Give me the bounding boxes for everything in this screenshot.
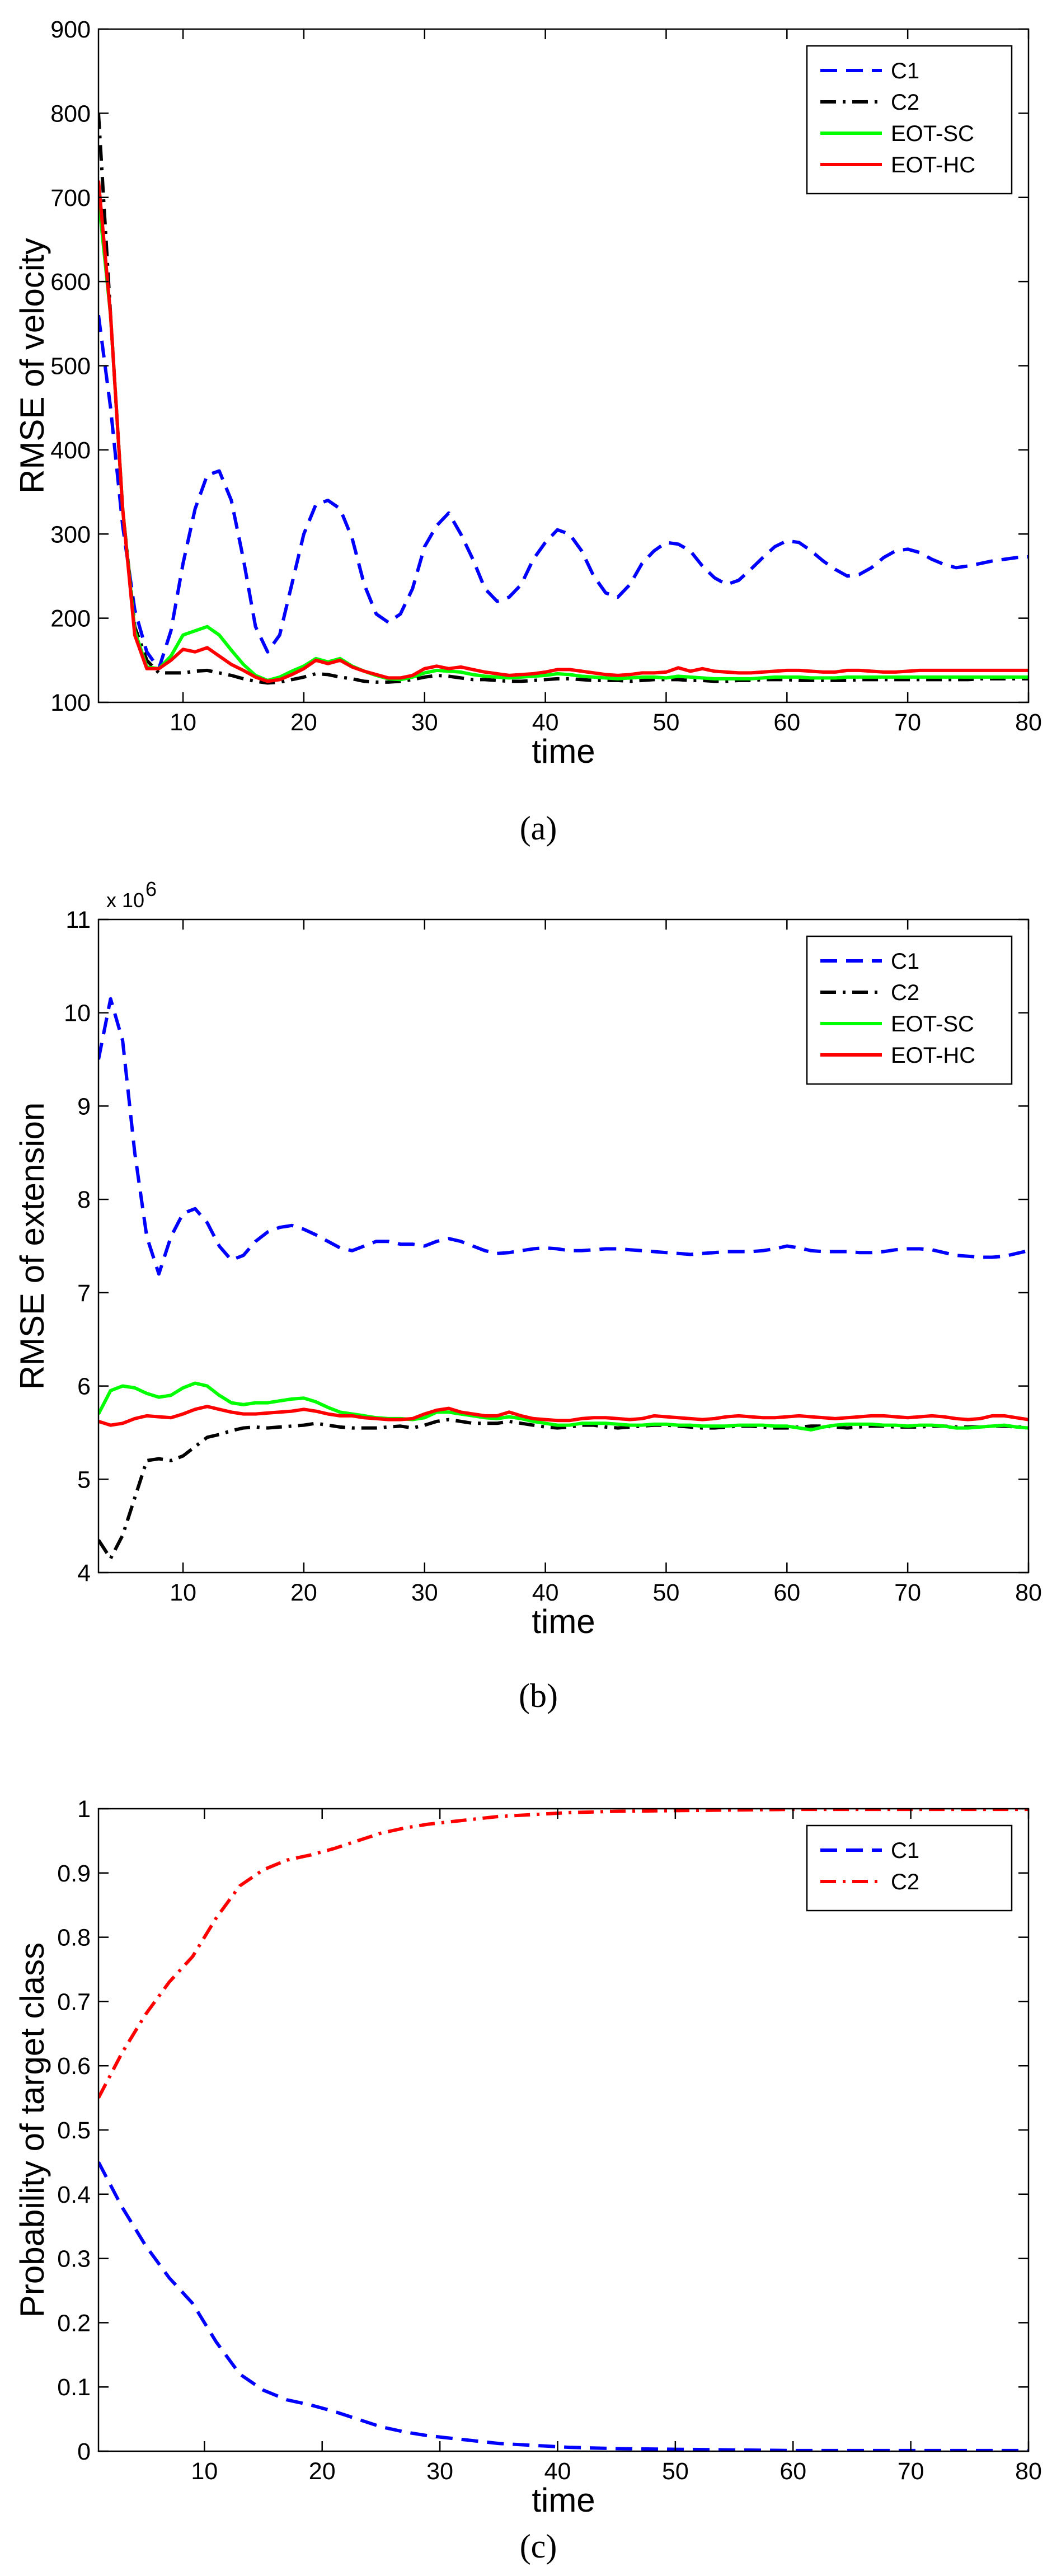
legend-box [806, 45, 1013, 195]
x-tick-label: 50 [653, 1579, 680, 1606]
legend-label-eot-hc: EOT-HC [891, 153, 975, 177]
y-tick-label: 0.8 [57, 1925, 91, 1951]
x-tick-label: 80 [1015, 1579, 1042, 1606]
x-axis-label: time [532, 733, 595, 770]
y-tick-label: 1 [77, 1796, 91, 1823]
chart-panel-b: 10 20 30 40 50 60 70 80 4 5 6 7 8 9 10 11 time RMSE of ex… [13, 878, 1042, 1714]
panel-caption: (c) [520, 2528, 557, 2565]
chart-panel-c: 10 20 30 40 50 60 70 80 0 0.1 0.2 0.3 0.4 0.5 0.6 0.7 0.… [13, 1796, 1042, 2565]
y-tick-label: 0.2 [57, 2310, 91, 2336]
legend: C1 C2 EOT-SC EOT-HC [806, 45, 1013, 195]
series-line-eot-sc [98, 197, 1028, 682]
x-tick-label: 60 [779, 2458, 806, 2485]
y-tick-label: 9 [77, 1093, 91, 1120]
y-tick-label: 100 [50, 689, 91, 716]
x-tick-label: 40 [532, 709, 559, 736]
legend-label-c1: C1 [891, 59, 919, 83]
series-line-eot-sc [98, 1381, 1028, 1432]
x-tick-label: 40 [532, 1579, 559, 1606]
series-line-c2 [98, 113, 1028, 685]
legend-box [806, 1824, 1013, 1912]
x-tick-label: 70 [894, 1579, 921, 1606]
x-tick-label: 20 [290, 709, 317, 736]
legend-label-eot-sc: EOT-SC [891, 1012, 974, 1036]
y-tick-label: 500 [50, 353, 91, 380]
x-tick-label: 50 [653, 709, 680, 736]
y-axis-label: RMSE of velocity [13, 238, 51, 494]
panel-caption: (a) [520, 810, 557, 847]
x-axis-label: time [532, 1603, 595, 1640]
series-line-eot-hc [98, 1405, 1028, 1427]
x-tick-label: 50 [662, 2458, 689, 2485]
legend-label-c1: C1 [891, 1838, 919, 1863]
legend-label-c2: C2 [891, 90, 919, 115]
legend-label-c2: C2 [891, 980, 919, 1005]
y-tick-label: 200 [50, 606, 91, 632]
x-tick-label: 60 [773, 1579, 800, 1606]
legend-label-c2: C2 [891, 1870, 919, 1894]
series-line-c1 [98, 2161, 1028, 2451]
x-tick-label: 70 [898, 2458, 924, 2485]
series-line-c1 [98, 997, 1028, 1276]
y-tick-label: 8 [77, 1186, 91, 1213]
x-tick-label: 80 [1015, 709, 1042, 736]
x-tick-label: 10 [191, 2458, 218, 2485]
y-tick-label: 7 [77, 1280, 91, 1307]
legend-box [806, 935, 1013, 1085]
x-tick-label: 10 [170, 709, 196, 736]
y-tick-label: 0.3 [57, 2246, 91, 2273]
y-tick-label: 10 [64, 1000, 91, 1027]
series-line-c1 [98, 315, 1028, 670]
y-axis-multiplier: x 10 [106, 889, 144, 912]
legend-label-c1: C1 [891, 949, 919, 974]
series-line-c2 [98, 1809, 1028, 2099]
y-tick-label: 5 [77, 1466, 91, 1493]
x-tick-label: 70 [894, 709, 921, 736]
panel-caption: (b) [519, 1677, 558, 1714]
y-tick-label: 700 [50, 185, 91, 212]
series-line-c2 [98, 1418, 1028, 1560]
y-tick-label: 0 [77, 2438, 91, 2465]
y-axis-multiplier-exponent: 6 [145, 878, 157, 900]
y-tick-label: 300 [50, 521, 91, 548]
y-tick-label: 6 [77, 1373, 91, 1400]
axes-frame [97, 918, 1030, 1574]
y-tick-label: 600 [50, 269, 91, 295]
x-tick-label: 10 [170, 1579, 196, 1606]
y-tick-label: 4 [77, 1560, 91, 1587]
x-tick-label: 40 [544, 2458, 571, 2485]
y-tick-label: 0.5 [57, 2117, 91, 2144]
series-group [98, 1809, 1028, 2451]
y-tick-label: 0.9 [57, 1860, 91, 1887]
chart-panel-a: 10 20 30 40 50 60 70 80 100 200 300 400 500 600 700 800… [13, 16, 1042, 847]
series-group [98, 997, 1028, 1560]
x-tick-label: 60 [773, 709, 800, 736]
x-tick-label: 80 [1015, 2458, 1042, 2485]
series-group [98, 113, 1028, 685]
y-axis-label: Probability of target class [13, 1942, 51, 2317]
x-axis-label: time [532, 2481, 595, 2519]
x-tick-label: 30 [426, 2458, 453, 2485]
y-tick-label: 0.4 [57, 2181, 91, 2208]
x-tick-label: 20 [290, 1579, 317, 1606]
y-tick-label: 0.6 [57, 2053, 91, 2080]
legend: C1 C2 EOT-SC EOT-HC [806, 935, 1013, 1085]
x-tick-label: 30 [411, 709, 438, 736]
y-tick-label: 900 [50, 16, 91, 43]
y-tick-label: 11 [65, 907, 91, 933]
y-tick-label: 0.7 [57, 1988, 91, 2015]
x-tick-label: 30 [411, 1579, 438, 1606]
y-tick-label: 0.1 [57, 2374, 91, 2401]
y-axis-label: RMSE of extension [13, 1102, 51, 1390]
y-tick-label: 400 [50, 437, 91, 464]
y-tick-label: 800 [50, 100, 91, 127]
legend-label-eot-hc: EOT-HC [891, 1043, 975, 1068]
x-tick-label: 20 [309, 2458, 336, 2485]
legend-label-eot-sc: EOT-SC [891, 121, 974, 146]
series-line-eot-hc [98, 180, 1028, 683]
